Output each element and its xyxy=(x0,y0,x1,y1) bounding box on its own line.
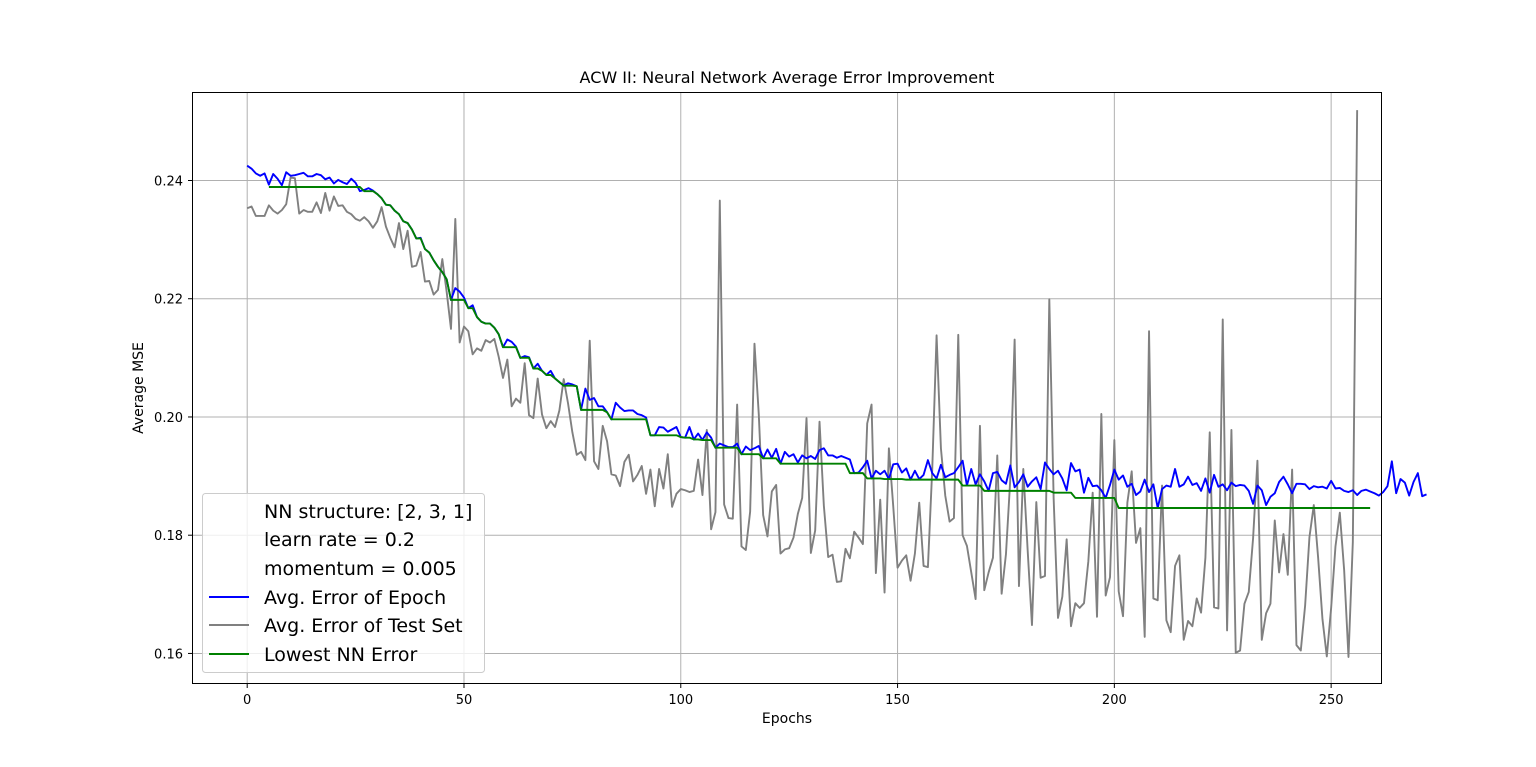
x-axis-label: Epochs xyxy=(762,711,812,727)
series-line-lowest-error xyxy=(268,186,1371,509)
legend-momentum: momentum = 0.005 xyxy=(264,558,457,580)
x-tick-label: 150 xyxy=(885,693,910,708)
y-tick-label: 0.20 xyxy=(154,411,183,426)
y-axis-label: Average MSE xyxy=(131,342,147,434)
legend: NN structure: [2, 3, 1] learn rate = 0.2… xyxy=(202,493,485,673)
x-tick-label: 0 xyxy=(243,693,251,708)
y-tick-label: 0.22 xyxy=(154,293,183,308)
x-tick-label: 250 xyxy=(1319,693,1344,708)
plot-frame xyxy=(192,92,1382,684)
chart-title: ACW II: Neural Network Average Error Imp… xyxy=(580,68,995,87)
x-tick-label: 50 xyxy=(456,693,473,708)
y-tick-label: 0.24 xyxy=(154,174,183,189)
y-tick-label: 0.16 xyxy=(154,647,183,662)
legend-label-lowest: Lowest NN Error xyxy=(264,644,417,666)
x-tick-label: 200 xyxy=(1102,693,1127,708)
legend-box xyxy=(202,493,485,673)
legend-label-epoch: Avg. Error of Epoch xyxy=(264,587,446,609)
plot-series xyxy=(246,110,1427,658)
series-line-test-set xyxy=(246,110,1359,658)
axis-ticks: 0 50 100 150 200 250 0.16 0.18 0.20 0.22 0.24 xyxy=(154,174,1344,708)
legend-learn-rate: learn rate = 0.2 xyxy=(264,529,415,551)
legend-nn-structure: NN structure: [2, 3, 1] xyxy=(264,501,472,523)
x-tick-label: 100 xyxy=(668,693,693,708)
legend-label-test-set: Avg. Error of Test Set xyxy=(264,615,463,637)
y-tick-label: 0.18 xyxy=(154,529,183,544)
